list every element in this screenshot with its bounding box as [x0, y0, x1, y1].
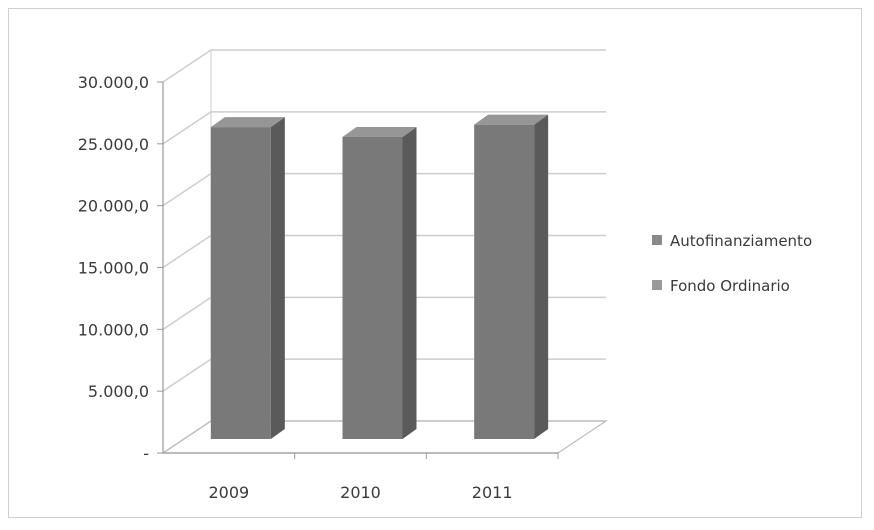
- bars: [210, 114, 549, 440]
- y-tick-label: 30.000,0: [78, 73, 149, 92]
- bar-top: [474, 114, 549, 125]
- gridline-side: [162, 49, 212, 83]
- bar-side: [270, 117, 285, 439]
- bar-top: [342, 126, 417, 137]
- y-tick-label: -: [143, 444, 149, 463]
- gridline-side: [162, 358, 212, 392]
- bar-side: [534, 114, 549, 440]
- legend-swatch: [652, 235, 662, 245]
- x-tick-label: 2009: [208, 483, 249, 502]
- y-tick-label: 15.000,0: [78, 259, 149, 278]
- axes: [157, 81, 559, 459]
- legend-swatch: [652, 280, 662, 290]
- legend-label: Autofinanziamento: [670, 232, 812, 250]
- legend: Autofinanziamento Fondo Ordinario: [652, 232, 812, 295]
- chart-frame: [8, 8, 862, 518]
- x-tick-label: 2010: [340, 483, 381, 502]
- bar-side: [402, 126, 417, 439]
- x-tick-label: 2011: [472, 483, 513, 502]
- y-tick-label: 20.000,0: [78, 197, 149, 216]
- x-axis-ticks: 2009 2010 2011: [208, 483, 512, 502]
- bar: [342, 136, 403, 439]
- gridline-side: [162, 296, 212, 330]
- legend-label: Fondo Ordinario: [670, 277, 790, 295]
- y-tick-label: 25.000,0: [78, 135, 149, 154]
- bar-top: [210, 117, 285, 128]
- gridline-side: [162, 173, 212, 207]
- y-axis-ticks: - 5.000,0 10.000,0 15.000,0 20.000,0 25.000,0…: [78, 73, 149, 463]
- gridline-side: [162, 234, 212, 269]
- y-tick-label: 10.000,0: [78, 320, 149, 339]
- bar: [474, 124, 535, 440]
- bar: [210, 127, 271, 439]
- gridline-side: [162, 111, 212, 145]
- y-tick-label: 5.000,0: [88, 382, 149, 401]
